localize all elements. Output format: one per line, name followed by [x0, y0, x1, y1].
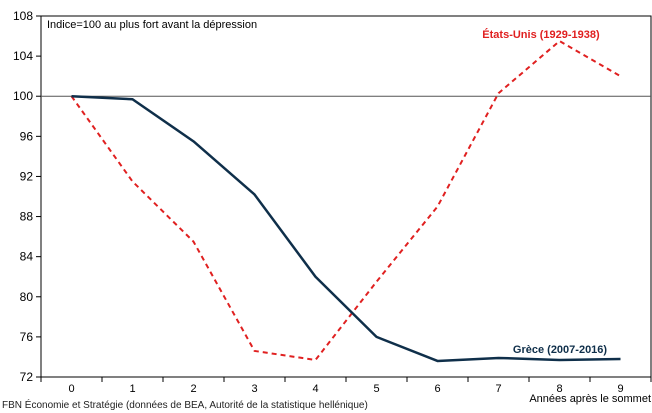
- x-tick-label: 7: [495, 383, 501, 395]
- greece-series-line: [71, 94, 621, 363]
- y-tick-label: 108: [13, 9, 33, 23]
- x-tick-label: 5: [373, 383, 379, 395]
- usa-series-label: États-Unis (1929-1938): [482, 28, 600, 41]
- x-tick-label: 6: [434, 383, 440, 395]
- usa-series-line: [70, 40, 621, 361]
- x-tick-label: 9: [617, 383, 623, 395]
- y-tick-label: 88: [20, 210, 34, 224]
- x-tick-label: 3: [251, 383, 257, 395]
- y-tick-label: 80: [20, 290, 34, 304]
- x-tick-label: 8: [556, 383, 562, 395]
- y-tick-label: 96: [20, 129, 34, 143]
- y-tick-label: 84: [20, 250, 34, 264]
- y-tick-label: 104: [13, 49, 33, 63]
- source-note: FBN Économie et Stratégie (données de BE…: [2, 400, 368, 411]
- y-tick-label: 92: [20, 169, 34, 183]
- y-tick-label: 76: [20, 330, 34, 344]
- x-tick-label: 4: [312, 383, 318, 395]
- y-tick-label: 100: [13, 89, 33, 103]
- greece-series-label: Grèce (2007-2016): [513, 344, 608, 356]
- x-axis-title: Années après le sommet: [529, 393, 651, 405]
- x-tick-label: 1: [129, 383, 135, 395]
- x-tick-label: 2: [190, 383, 196, 395]
- plot-frame: [40, 15, 652, 378]
- x-tick-label: 0: [68, 383, 74, 395]
- y-tick-label: 72: [20, 370, 34, 384]
- index-annotation: Indice=100 au plus fort avant la dépress…: [47, 19, 257, 31]
